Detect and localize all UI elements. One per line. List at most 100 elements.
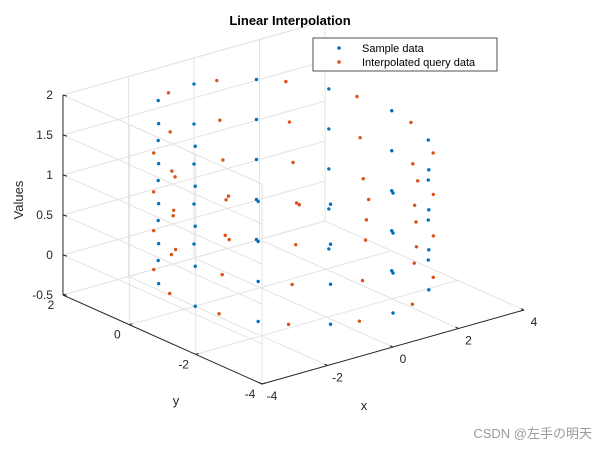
sample-data-point [156, 201, 161, 206]
sample-data-point [391, 231, 395, 235]
z-tick-mark [62, 134, 68, 137]
sample-data-point [328, 322, 333, 326]
sample-data-point [256, 199, 260, 204]
sample-data-point [328, 202, 333, 206]
interpolated-data-point [168, 130, 172, 134]
interpolated-data-point [166, 91, 171, 95]
y-tick-mark [195, 352, 199, 355]
y-tick-label: -4 [245, 387, 256, 401]
sample-data-point [256, 239, 260, 244]
x-tick-mark [258, 382, 263, 385]
grid-wall-z [62, 180, 326, 256]
sample-data-point [391, 191, 395, 195]
x-tick-label: -4 [267, 389, 278, 403]
y-tick-mark [261, 382, 266, 385]
sample-data-point [427, 288, 431, 292]
interpolated-data-point [173, 175, 177, 179]
interpolated-data-point [411, 162, 415, 166]
interpolated-data-point [169, 252, 174, 257]
x-tick-mark [520, 308, 525, 311]
y-tick-label: -2 [178, 357, 189, 371]
legend-marker-sample [337, 46, 341, 50]
y-axis-line [62, 294, 263, 385]
sample-data-point [193, 184, 197, 188]
interpolated-data-point [171, 208, 176, 212]
interpolated-data-point [358, 135, 362, 140]
sample-data-point [156, 121, 161, 126]
interpolated-data-point [220, 272, 224, 277]
z-tick-mark [62, 254, 68, 257]
interpolated-data-point [226, 194, 231, 198]
sample-data-point [426, 218, 431, 222]
sample-data-point [327, 167, 331, 171]
data-series [151, 77, 436, 327]
interpolated-data-point [171, 214, 175, 218]
interpolated-data-point [173, 247, 178, 252]
y-axis-label: y [173, 393, 180, 408]
interpolated-data-point [360, 278, 365, 283]
chart-title: Linear Interpolation [229, 13, 350, 28]
interpolated-data-point [217, 312, 221, 316]
sample-data-point [156, 258, 160, 263]
grid-floor-x [259, 239, 459, 329]
interpolated-data-point [364, 218, 369, 222]
grid-wall-z [62, 220, 326, 296]
sample-data-point [254, 117, 259, 122]
y-tick-label: 2 [48, 298, 55, 312]
interpolated-data-point [409, 120, 413, 125]
x-tick-mark [389, 345, 394, 348]
interpolated-data-point [151, 190, 156, 194]
x-tick-mark [455, 326, 459, 329]
sample-data-point [192, 122, 196, 126]
sample-data-point [327, 207, 331, 211]
sample-data-point [256, 279, 260, 284]
grid-wall-z [62, 100, 326, 176]
sample-data-point [427, 168, 431, 172]
x-tick-label: 4 [531, 315, 538, 329]
grid-floor-x [193, 257, 394, 348]
interpolated-data-point [414, 220, 418, 224]
z-tick-label: -0.5 [32, 288, 53, 302]
sample-data-point [327, 247, 331, 251]
sample-data-point [256, 319, 260, 324]
interpolated-data-point [363, 238, 368, 242]
sample-data-point [327, 127, 331, 131]
interpolated-data-point [290, 282, 294, 287]
interpolated-data-point [412, 203, 417, 208]
sample-data-point [193, 264, 197, 268]
sample-data-point [193, 224, 197, 228]
grid-floor-x [324, 220, 525, 311]
y-tick-label: 0 [114, 328, 121, 342]
sample-data-point [426, 138, 431, 142]
y-tick-mark [129, 323, 133, 326]
interpolated-data-point [218, 118, 222, 122]
grid-wall-z [62, 174, 263, 265]
sample-data-point [156, 178, 160, 183]
interpolated-data-point [215, 78, 219, 83]
interpolated-data-point [431, 192, 435, 197]
sample-data-point [156, 138, 160, 143]
interpolated-data-point [287, 120, 292, 124]
z-tick-mark [62, 214, 68, 217]
z-tick-label: 1 [46, 168, 53, 182]
legend[interactable]: Sample data Interpolated query data [312, 37, 498, 72]
interpolated-data-point [414, 245, 419, 249]
grid-wall-z [62, 254, 263, 345]
x-axis-label: x [361, 398, 368, 413]
sample-data-point [254, 77, 259, 82]
interpolated-data-point [284, 79, 288, 84]
interpolated-data-point [291, 160, 295, 165]
interpolated-data-point [431, 275, 435, 280]
legend-box [312, 37, 498, 72]
interpolated-data-point [152, 267, 156, 272]
sample-data-point [427, 248, 431, 252]
z-axis-label: Values [11, 180, 26, 219]
sample-data-point [427, 208, 431, 212]
interpolated-data-point [431, 151, 435, 155]
sample-data-point [391, 311, 395, 315]
z-tick-label: 2 [46, 88, 53, 102]
grid-edge [62, 20, 326, 96]
grid-wall-z [62, 134, 263, 225]
